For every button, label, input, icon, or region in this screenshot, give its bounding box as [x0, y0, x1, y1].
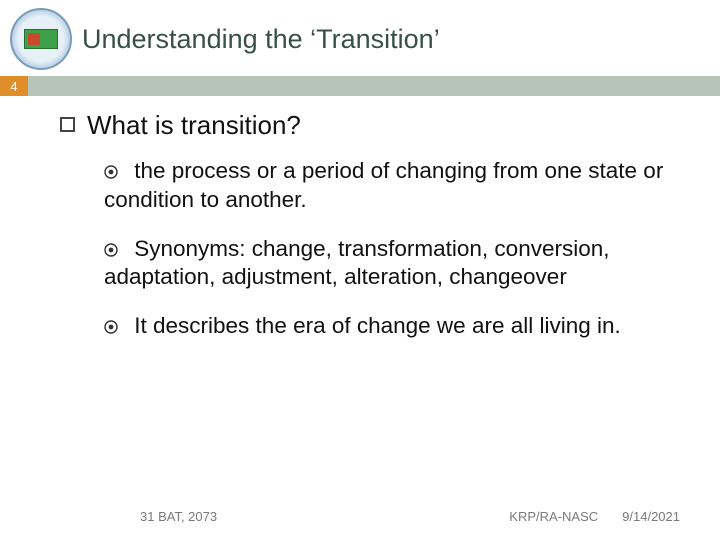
list-item: It describes the era of change we are al…: [104, 312, 684, 341]
heading-row: What is transition?: [60, 110, 684, 141]
list-item: the process or a period of changing from…: [104, 157, 684, 215]
org-logo-icon: [10, 8, 72, 70]
bullet-text: It describes the era of change we are al…: [128, 313, 621, 338]
footer-date: 9/14/2021: [622, 509, 680, 524]
bullet-list: the process or a period of changing from…: [60, 157, 684, 341]
slide: Understanding the ‘Transition’ 4 What is…: [0, 0, 720, 540]
slide-title: Understanding the ‘Transition’: [82, 24, 440, 55]
target-bullet-icon: [104, 235, 118, 264]
target-bullet-icon: [104, 157, 118, 186]
target-bullet-icon: [104, 312, 118, 341]
square-bullet-icon: [60, 117, 75, 132]
page-number-badge: 4: [0, 76, 28, 96]
bullet-text: Synonyms: change, transformation, conver…: [104, 236, 610, 290]
content-area: What is transition? the process or a per…: [0, 96, 720, 341]
divider-fill: [28, 76, 720, 96]
title-row: Understanding the ‘Transition’: [0, 0, 720, 76]
footer-left: 31 BAT, 2073: [140, 509, 217, 524]
list-item: Synonyms: change, transformation, conver…: [104, 235, 684, 293]
heading-text: What is transition?: [87, 110, 301, 141]
divider-bar: 4: [0, 76, 720, 96]
footer-middle: KRP/RA-NASC: [509, 509, 598, 524]
footer: 31 BAT, 2073 KRP/RA-NASC 9/14/2021: [0, 509, 720, 524]
bullet-text: the process or a period of changing from…: [104, 158, 663, 212]
